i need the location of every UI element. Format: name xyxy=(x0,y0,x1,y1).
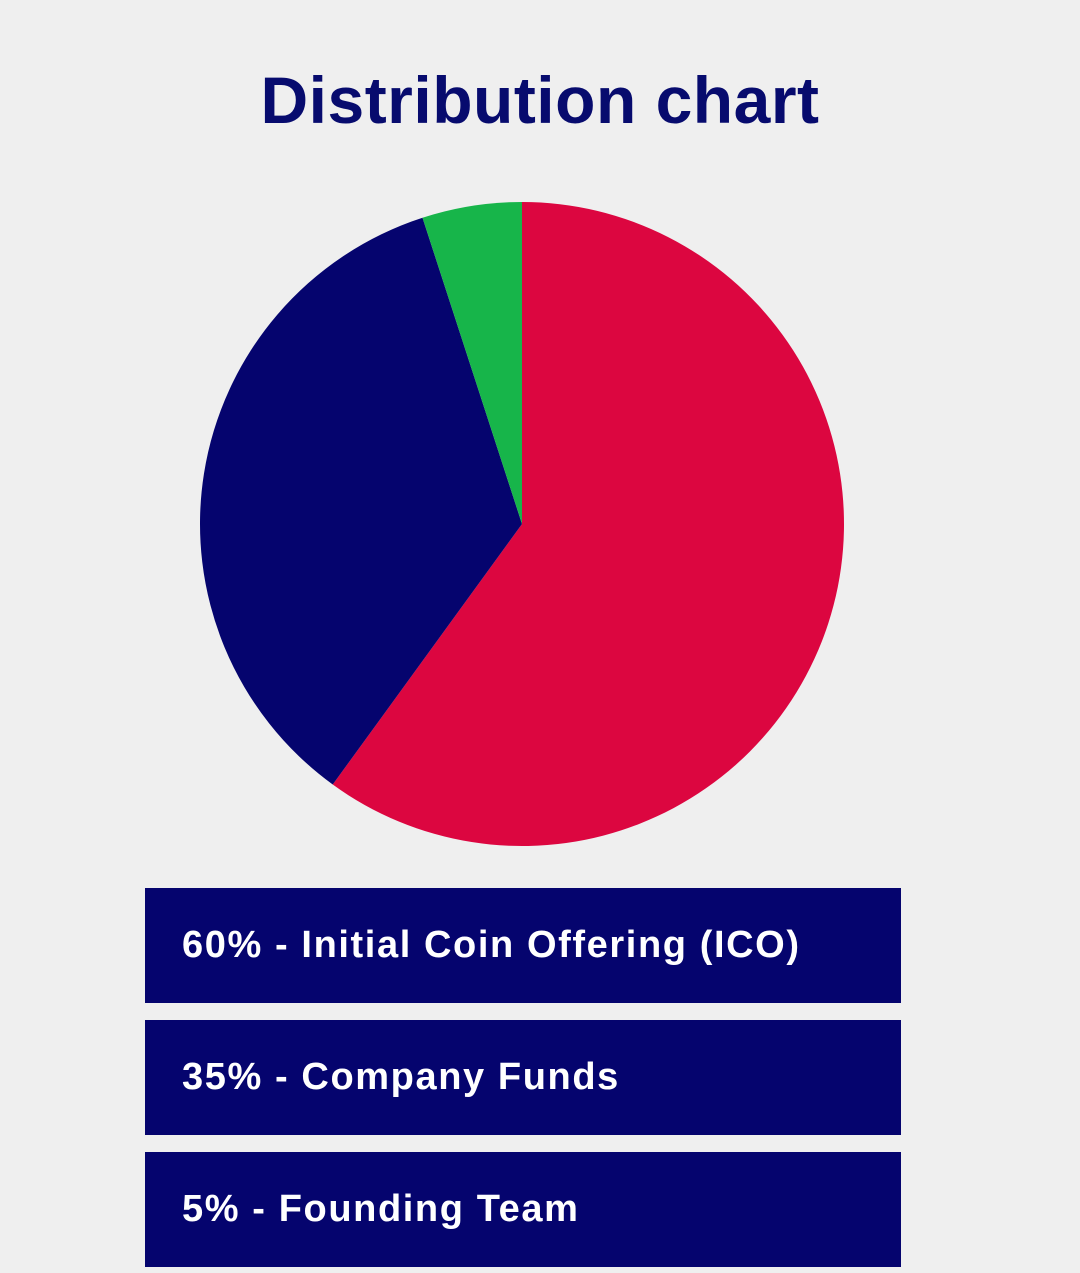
pie-slice-founding-team xyxy=(422,202,522,524)
pie-slice-company-funds xyxy=(200,217,522,785)
legend-label-company-funds: 35% - Company Funds xyxy=(182,1056,620,1098)
chart-title: Distribution chart xyxy=(260,63,820,137)
legend-item-founding-team: 5% - Founding Team xyxy=(145,1152,901,1267)
legend-item-ico: 60% - Initial Coin Offering (ICO) xyxy=(145,888,901,1003)
legend-label-ico: 60% - Initial Coin Offering (ICO) xyxy=(182,924,801,966)
pie-chart-svg xyxy=(200,202,845,846)
pie-slice-initial-coin-offering-ico xyxy=(332,202,845,846)
legend: 60% - Initial Coin Offering (ICO) 35% - … xyxy=(145,888,901,1273)
legend-item-company-funds: 35% - Company Funds xyxy=(145,1020,901,1135)
pie-chart xyxy=(194,196,850,852)
legend-label-founding-team: 5% - Founding Team xyxy=(182,1188,580,1230)
